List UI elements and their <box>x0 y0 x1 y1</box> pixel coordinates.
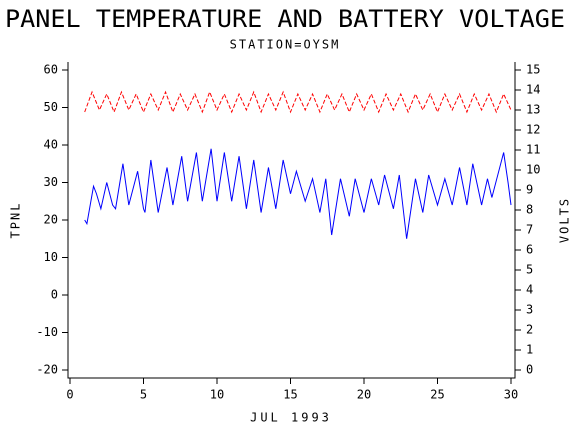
y-tick-label: 60 <box>44 63 58 77</box>
y2-tick-label: 5 <box>526 263 533 277</box>
y2-tick-label: 14 <box>526 83 540 97</box>
y2-tick-label: 15 <box>526 63 540 77</box>
chart-title: PANEL TEMPERATURE AND BATTERY VOLTAGE <box>5 5 565 33</box>
data-line <box>84 148 512 239</box>
y2-tick-label: 1 <box>526 343 533 357</box>
y2-tick-label: 9 <box>526 183 533 197</box>
x-tick-label: 0 <box>66 388 73 402</box>
y2-tick-label: 11 <box>526 143 540 157</box>
data-line <box>84 90 512 114</box>
y-tick-label: 50 <box>44 100 58 114</box>
y-axis-label: TPNL <box>9 202 23 239</box>
y2-tick-label: 12 <box>526 123 540 137</box>
y2-tick-label: 13 <box>526 103 540 117</box>
y2-tick-label: 4 <box>526 283 533 297</box>
y-tick-label: 30 <box>44 175 58 189</box>
y2-tick-label: 10 <box>526 163 540 177</box>
x-axis-label: JUL 1993 <box>250 411 332 425</box>
x-tick-label: 25 <box>430 388 444 402</box>
y-tick-label: 0 <box>51 288 58 302</box>
y2-tick-label: 3 <box>526 303 533 317</box>
y2-tick-label: 7 <box>526 223 533 237</box>
y-tick-label: 40 <box>44 138 58 152</box>
y-tick-label: -20 <box>36 363 58 377</box>
y2-tick-label: 6 <box>526 243 533 257</box>
y-tick-label: 10 <box>44 250 58 264</box>
x-tick-label: 15 <box>283 388 297 402</box>
x-tick-label: 20 <box>357 388 371 402</box>
x-tick-label: 30 <box>504 388 518 402</box>
y-tick-label: -10 <box>36 325 58 339</box>
y2-tick-label: 2 <box>526 323 533 337</box>
x-tick-label: 10 <box>210 388 224 402</box>
y2-axis-label: VOLTS <box>558 197 570 243</box>
y-tick-label: 20 <box>44 213 58 227</box>
x-tick-label: 5 <box>140 388 147 402</box>
y2-tick-label: 8 <box>526 203 533 217</box>
y2-tick-label: 0 <box>526 363 533 377</box>
chart-subtitle: STATION=OYSM <box>230 38 341 52</box>
